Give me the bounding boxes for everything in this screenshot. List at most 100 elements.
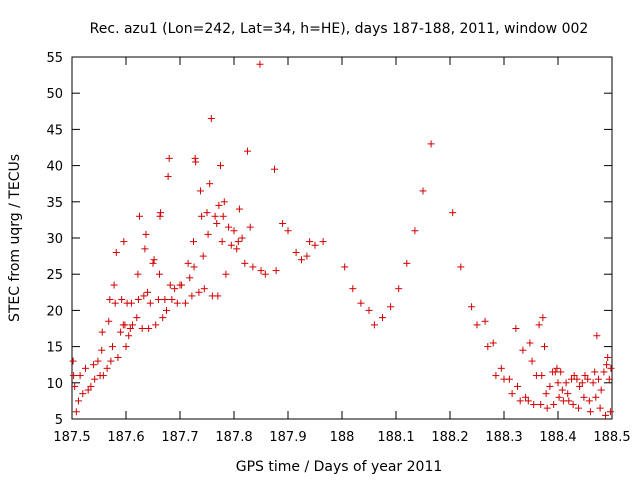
data-point-marker [82, 364, 89, 372]
data-point-marker [341, 263, 349, 271]
data-point-marker [134, 296, 142, 304]
data-point-marker [489, 339, 497, 347]
data-point-marker [195, 288, 203, 296]
data-point-marker [79, 390, 87, 398]
data-point-marker [146, 299, 154, 307]
x-tick-label: 188.3 [485, 430, 522, 445]
data-point-marker [168, 296, 176, 304]
y-tick-label: 30 [46, 232, 63, 247]
data-point-marker [138, 325, 146, 332]
data-point-marker [107, 357, 115, 365]
data-point-marker [365, 306, 373, 314]
data-points [69, 60, 615, 419]
data-point-marker [91, 375, 99, 383]
data-point-marker [578, 379, 586, 387]
plot-frame [71, 56, 613, 420]
y-tick-label: 20 [46, 304, 63, 319]
data-point-marker [261, 270, 269, 278]
data-point-marker [233, 245, 241, 253]
data-point-marker [554, 379, 562, 387]
data-point-marker [419, 187, 427, 195]
data-point-marker [76, 372, 84, 380]
x-tick-label: 187.8 [215, 430, 252, 445]
data-point-marker [427, 140, 435, 148]
data-point-marker [257, 267, 265, 275]
data-point-marker [528, 357, 536, 365]
data-point-marker [134, 270, 142, 278]
data-point-marker [165, 154, 173, 162]
data-point-marker [184, 259, 192, 267]
data-point-marker [606, 408, 614, 416]
data-point-marker [244, 147, 251, 155]
data-point-marker [580, 393, 588, 401]
x-tick-label: 188.4 [539, 430, 576, 445]
data-point-marker [379, 314, 386, 322]
data-point-marker [71, 382, 79, 390]
data-point-marker [311, 241, 319, 249]
data-point-marker [241, 259, 249, 267]
data-point-marker [256, 60, 264, 68]
data-point-marker [246, 223, 254, 231]
data-point-marker [473, 321, 481, 329]
data-point-marker [149, 259, 157, 267]
data-point-marker [140, 292, 148, 300]
data-point-marker [284, 227, 292, 235]
data-point-marker [530, 401, 538, 409]
chart-title: Rec. azu1 (Lon=242, Lat=34, h=HE), days … [90, 21, 589, 37]
data-point-marker [605, 375, 613, 383]
data-point-marker [181, 299, 189, 307]
data-point-marker [357, 299, 365, 307]
data-point-marker [142, 230, 150, 238]
data-point-marker [564, 390, 572, 398]
data-point-marker [219, 212, 227, 220]
data-point-marker [586, 408, 594, 416]
data-point-marker [603, 361, 611, 369]
y-tick-label: 5 [55, 413, 63, 428]
data-point-marker [562, 379, 570, 387]
data-point-marker [558, 386, 566, 394]
data-point-marker [569, 401, 577, 409]
data-point-marker [575, 404, 583, 412]
data-point-marker [595, 375, 602, 383]
data-point-marker [271, 165, 278, 173]
data-point-marker [604, 353, 612, 361]
y-tick-label: 45 [46, 123, 63, 138]
data-point-marker [468, 303, 476, 311]
data-point-marker [126, 325, 134, 332]
data-point-marker [199, 252, 207, 260]
data-point-marker [449, 209, 457, 217]
data-point-marker [211, 212, 219, 220]
data-point-marker [279, 220, 287, 228]
data-point-marker [190, 238, 197, 246]
data-point-marker [164, 172, 172, 180]
data-point-marker [72, 408, 80, 416]
data-point-marker [127, 299, 135, 307]
data-point-marker [218, 238, 226, 246]
data-point-marker [191, 154, 199, 162]
data-point-marker [222, 270, 230, 278]
data-point-marker [144, 288, 152, 296]
x-tick-label: 188.2 [431, 430, 468, 445]
y-tick-labels: 5 10 15 20 25 30 35 40 45 50 55 [46, 51, 63, 428]
data-point-marker [292, 248, 300, 256]
data-point-marker [602, 411, 610, 419]
data-point-marker [576, 382, 584, 390]
data-point-marker [156, 212, 164, 220]
y-tick-label: 55 [46, 51, 63, 66]
data-point-marker [109, 343, 116, 351]
data-point-marker [238, 234, 246, 242]
data-point-marker [550, 401, 558, 409]
data-point-marker [94, 357, 102, 365]
data-point-marker [215, 201, 223, 209]
data-point-marker [214, 292, 222, 300]
data-point-marker [481, 317, 489, 325]
data-point-marker [155, 270, 163, 278]
data-point-marker [403, 259, 411, 267]
x-tick-label: 187.5 [53, 430, 90, 445]
data-point-marker [99, 372, 107, 380]
data-point-marker [190, 263, 198, 271]
data-point-marker [581, 372, 589, 380]
data-point-marker [106, 296, 114, 304]
data-point-marker [200, 285, 208, 293]
data-point-marker [519, 346, 527, 354]
